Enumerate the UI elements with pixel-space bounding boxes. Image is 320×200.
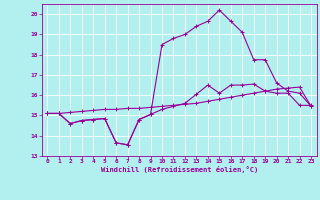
X-axis label: Windchill (Refroidissement éolien,°C): Windchill (Refroidissement éolien,°C)	[100, 166, 258, 173]
